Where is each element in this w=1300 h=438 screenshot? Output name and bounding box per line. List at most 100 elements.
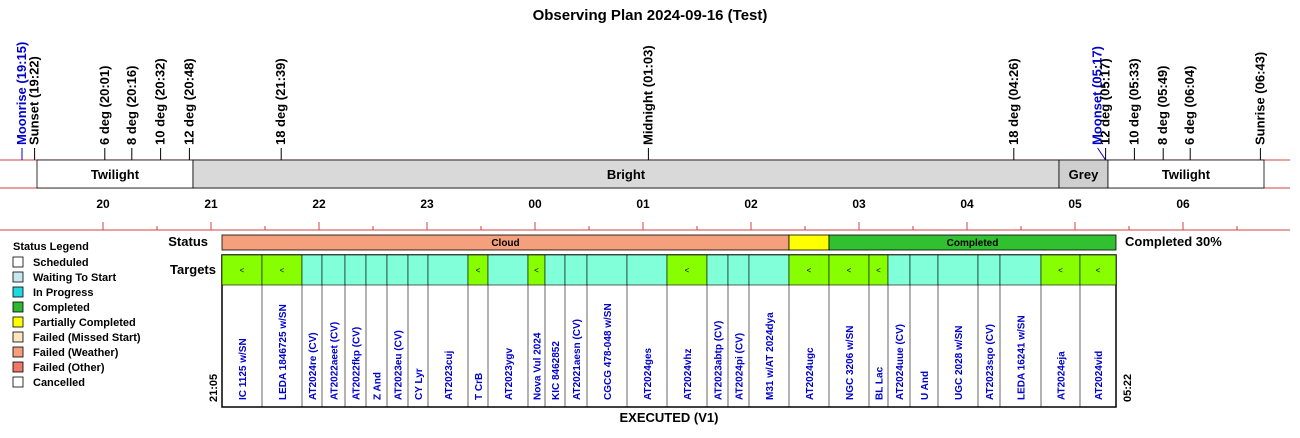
target-marker: < <box>1096 266 1101 275</box>
target-name: Nova Vul 2024 <box>533 332 544 400</box>
target-name: AT2022fkp (CV) <box>352 327 363 400</box>
target-marker: < <box>685 266 690 275</box>
target-marker: < <box>876 266 881 275</box>
legend-swatch <box>12 331 24 343</box>
target-cell <box>1079 254 1117 286</box>
legend-swatch <box>12 346 24 358</box>
target-cell <box>344 254 367 286</box>
target-cell <box>301 254 323 286</box>
target-marker: < <box>847 266 852 275</box>
target-cell <box>828 254 870 286</box>
band <box>1107 159 1265 189</box>
target-cell <box>706 254 729 286</box>
target-marker: < <box>534 266 539 275</box>
target-cell <box>487 254 529 286</box>
target-cell <box>909 254 939 286</box>
event-label: 8 deg (20:16) <box>124 66 139 145</box>
target-cell <box>788 254 830 286</box>
end-time: 05:22 <box>1122 374 1134 402</box>
event-label: 10 deg (20:32) <box>153 58 168 145</box>
target-name: LEDA 1846725 w/SN <box>278 304 289 400</box>
target-cell <box>407 254 429 286</box>
target-marker: < <box>807 266 812 275</box>
band-label: Bright <box>607 167 646 182</box>
target-name: UGC 2028 w/SN <box>954 326 965 400</box>
legend-label: Scheduled <box>33 257 89 269</box>
event-label: Sunset (19:22) <box>27 56 42 145</box>
legend-swatch <box>12 301 24 313</box>
title: Observing Plan 2024-09-16 (Test) <box>533 7 768 24</box>
target-name: CY Lyr <box>414 368 425 400</box>
target-name: Z And <box>373 372 384 400</box>
band-label: Twilight <box>91 167 140 182</box>
target-cell <box>564 254 588 286</box>
target-name: U And <box>920 371 931 400</box>
target-name: AT2021aesn (CV) <box>572 319 583 400</box>
hour-label: 05 <box>1068 197 1082 211</box>
target-cell <box>626 254 668 286</box>
hour-label: 01 <box>636 197 650 211</box>
target-cell <box>586 254 628 286</box>
targets-label: Targets <box>170 262 216 277</box>
event-label: 6 deg (06:04) <box>1182 66 1197 145</box>
legend-label: Waiting To Start <box>33 272 116 284</box>
event-label: 6 deg (20:01) <box>97 66 112 145</box>
legend-title: Status Legend <box>13 241 89 253</box>
hour-label: 22 <box>312 197 326 211</box>
status-label: Status <box>168 234 208 249</box>
start-time: 21:05 <box>208 374 220 402</box>
band-label: Grey <box>1069 167 1099 182</box>
target-cell <box>937 254 979 286</box>
event-label: Moonset (05:17) <box>1090 46 1105 145</box>
legend-label: Completed <box>33 302 90 314</box>
hour-label: 04 <box>960 197 974 211</box>
target-name: AT2023abtp (CV) <box>714 321 725 400</box>
legend-swatch <box>12 361 24 373</box>
target-name: AT2023sqo (CV) <box>985 324 996 400</box>
hour-label: 23 <box>420 197 434 211</box>
status-segment <box>828 234 1117 251</box>
target-cell <box>887 254 911 286</box>
target-marker: < <box>1058 266 1063 275</box>
status-summary: Completed 30% <box>1125 234 1222 249</box>
target-cell <box>666 254 708 286</box>
target-name: T CrB <box>474 373 485 400</box>
legend-label: Failed (Weather) <box>33 347 119 359</box>
legend-swatch <box>12 256 24 268</box>
event-label: Midnight (01:03) <box>640 45 655 145</box>
target-name: AT2024pi (CV) <box>735 333 746 400</box>
status-segment-label: Completed <box>947 238 999 249</box>
legend-label: Partially Completed <box>33 317 136 329</box>
hour-label: 00 <box>528 197 542 211</box>
target-name: AT2024vid <box>1094 351 1105 400</box>
target-cell <box>1040 254 1081 286</box>
target-cell <box>748 254 790 286</box>
target-name: AT2024eja <box>1057 351 1068 400</box>
target-cell <box>321 254 346 286</box>
band <box>36 159 194 189</box>
target-name: AT2023ygv <box>504 347 515 400</box>
target-name: M31 w/AT 2024dya <box>765 312 776 400</box>
legend-label: In Progress <box>33 287 94 299</box>
target-cell <box>221 254 263 286</box>
legend-swatch <box>12 286 24 298</box>
target-name: NGC 3206 w/SN <box>845 326 856 400</box>
legend-swatch <box>12 376 24 388</box>
target-name: AT2024vhz <box>683 348 694 400</box>
target-name: KIC 8462852 <box>551 341 562 400</box>
hour-label: 03 <box>852 197 866 211</box>
event-label: 12 deg (20:48) <box>181 58 196 145</box>
event-label: Moonrise (19:15) <box>14 42 29 145</box>
target-name: AT2024re (CV) <box>308 332 319 400</box>
footer: EXECUTED (V1) <box>620 410 719 425</box>
target-name: AT2023cuj <box>444 350 455 400</box>
target-marker: < <box>240 266 245 275</box>
legend-label: Failed (Other) <box>33 362 105 374</box>
event-label: 18 deg (04:26) <box>1006 58 1021 145</box>
target-cell <box>977 254 1001 286</box>
target-name: AT2022aeet (CV) <box>330 322 341 400</box>
status-segment-label: Cloud <box>491 238 519 249</box>
hour-label: 06 <box>1176 197 1190 211</box>
